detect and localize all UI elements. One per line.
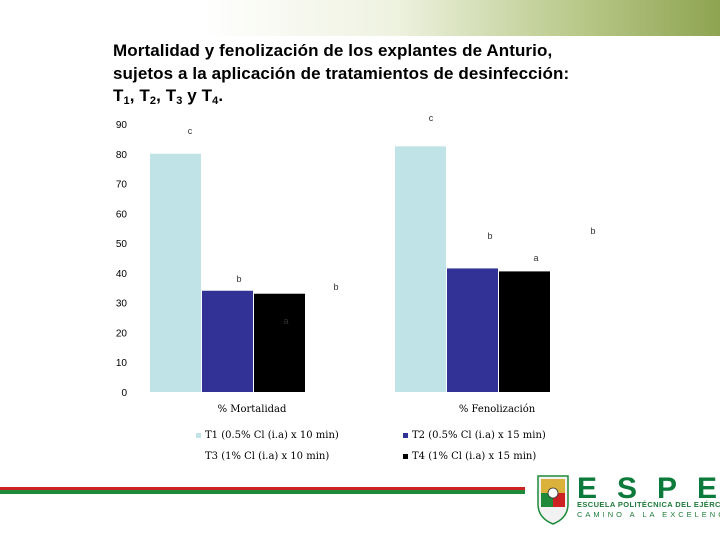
y-tick-label: 50 (116, 239, 128, 250)
chart-title: Mortalidad y fenolización de los explant… (113, 40, 603, 113)
title-line-2: sujetos a la aplicación de tratamientos … (113, 63, 570, 83)
bar-fenolizacin-t1 (395, 146, 446, 392)
legend-swatch-t2 (403, 433, 408, 438)
y-tick-label: 80 (116, 150, 128, 161)
bar-chart: 0 10 20 30 40 50 60 70 80 90 c b b a % Mortalidad c b b a%… (116, 113, 596, 415)
legend-item-t4: T4 (1% Cl (i.a) x 15 min) (403, 451, 536, 462)
legend-swatch-t4 (403, 454, 408, 459)
category-label: % Mortalidad (218, 404, 287, 415)
bar-fenolizacin-t2 (447, 268, 498, 392)
legend-item-t2: T2 (0.5% Cl (i.a) x 15 min) (403, 430, 546, 441)
footer-red-stripe (0, 487, 525, 490)
bar-mortalidad-t1 (150, 153, 201, 392)
espe-logo-subtitle: ESCUELA POLITÉCNICA DEL EJÉRCITO (577, 500, 720, 509)
legend-label-t1: T1 (0.5% Cl (i.a) x 10 min) (205, 430, 339, 441)
significance-label: b (236, 274, 241, 284)
significance-label: a (533, 253, 538, 263)
title-line-1: Mortalidad y fenolización de los explant… (113, 41, 553, 60)
significance-label: a (283, 316, 288, 326)
y-tick-label: 20 (116, 328, 128, 339)
bar-fenolizacin-t3 (499, 271, 550, 392)
bar-mortalidad-t2 (202, 290, 253, 392)
legend-swatch-t1 (196, 433, 201, 438)
y-tick-label: 70 (116, 180, 128, 191)
significance-label: c (429, 113, 434, 123)
title-line-3: T1, T2, T3 y T4. (113, 86, 224, 107)
y-tick-label: 40 (116, 269, 128, 280)
significance-label: c (188, 126, 193, 136)
espe-logo-tagline: CAMINO A LA EXCELENCIA (577, 510, 720, 519)
significance-label: b (487, 231, 492, 241)
y-tick-label: 10 (116, 358, 128, 369)
footer-green-stripe (0, 490, 525, 494)
y-tick-label: 30 (116, 299, 128, 310)
category-label: % Fenolización (459, 404, 536, 415)
y-tick-label: 0 (121, 388, 127, 399)
espe-crest-icon (537, 475, 569, 525)
legend-item-t3: T3 (1% Cl (i.a) x 10 min) (196, 451, 329, 462)
y-tick-label: 60 (116, 209, 128, 220)
header-gradient-band (0, 0, 720, 36)
legend-item-t1: T1 (0.5% Cl (i.a) x 10 min) (196, 430, 339, 441)
significance-label: b (333, 282, 338, 292)
legend-label-t3: T3 (1% Cl (i.a) x 10 min) (205, 451, 330, 462)
significance-label: b (590, 226, 595, 236)
legend-label-t4: T4 (1% Cl (i.a) x 15 min) (412, 451, 537, 462)
legend-swatch-t3 (196, 454, 201, 459)
bar-mortalidad-t3 (254, 293, 305, 392)
y-tick-label: 90 (116, 120, 128, 131)
legend-label-t2: T2 (0.5% Cl (i.a) x 15 min) (412, 430, 546, 441)
